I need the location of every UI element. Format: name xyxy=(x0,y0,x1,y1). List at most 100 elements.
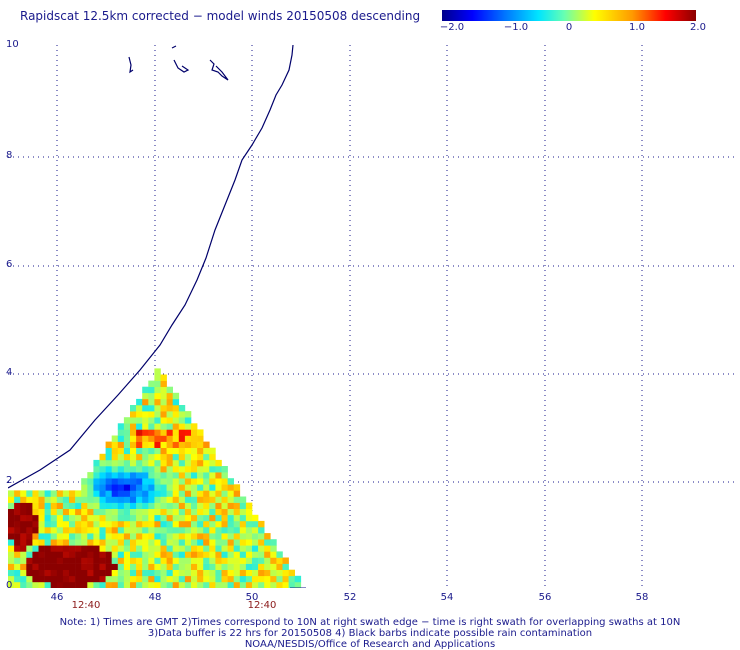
swath-cell xyxy=(123,496,131,503)
swath-cell xyxy=(56,520,64,528)
swath-cell xyxy=(26,563,33,570)
swath-cell xyxy=(14,563,21,570)
swath-cell xyxy=(56,563,64,570)
swath-cell xyxy=(8,551,15,558)
swath-cell xyxy=(233,490,241,497)
swath-cell xyxy=(142,423,149,430)
swath-cell xyxy=(136,563,143,570)
swath-cell xyxy=(239,508,247,516)
swath-cell xyxy=(160,405,167,412)
swath-cell xyxy=(282,557,289,564)
swath-cell xyxy=(197,520,204,528)
swath-cell xyxy=(191,545,198,552)
swath-cell xyxy=(166,569,173,577)
swath-cell xyxy=(160,551,167,558)
swath-cell xyxy=(148,520,155,528)
swath-cell xyxy=(172,539,180,546)
swath-cell xyxy=(154,551,161,558)
swath-cell xyxy=(93,520,100,528)
swath-cell xyxy=(160,539,167,546)
swath-cell xyxy=(105,472,112,479)
swath-cell xyxy=(160,441,167,448)
swath-cell xyxy=(197,508,204,516)
swath-cell xyxy=(93,527,100,534)
swath-cell xyxy=(203,551,210,558)
swath-cell xyxy=(294,575,302,583)
swath-cell xyxy=(264,551,271,558)
swath-cell xyxy=(117,502,125,509)
swath-cell xyxy=(136,557,143,564)
swath-cell xyxy=(123,545,131,552)
swath-cell xyxy=(239,557,247,564)
swath-cell xyxy=(142,441,149,448)
swath-cell xyxy=(191,447,198,455)
swath-cell xyxy=(136,508,143,516)
swath-cell xyxy=(87,569,94,577)
swath-cell xyxy=(148,563,155,570)
swath-cell xyxy=(81,563,88,570)
swath-cell xyxy=(62,539,70,546)
swath-cell xyxy=(20,490,27,497)
swath-cell xyxy=(203,514,210,522)
swath-cell xyxy=(258,557,265,564)
swath-cell xyxy=(111,533,119,540)
swath-cell xyxy=(99,472,106,479)
swath-cell xyxy=(172,508,180,516)
swath-cell xyxy=(178,575,186,583)
swath-cell xyxy=(288,569,295,577)
swath-cell xyxy=(130,466,137,473)
swath-cell xyxy=(117,533,125,540)
swath-cell xyxy=(221,520,228,528)
swath-cell xyxy=(75,514,82,522)
swath-cell xyxy=(93,490,100,497)
swath-cell xyxy=(160,423,167,430)
swath-cell xyxy=(136,405,143,412)
swath-cell xyxy=(8,563,15,570)
footnote-line-3: NOAA/NESDIS/Office of Research and Appli… xyxy=(244,639,496,650)
swath-cell xyxy=(26,569,33,577)
swath-cell xyxy=(166,490,173,497)
swath-cell xyxy=(178,551,186,558)
swath-cell xyxy=(20,575,27,583)
swath-cell xyxy=(148,581,155,588)
swath-cell xyxy=(142,569,149,577)
swath-cell xyxy=(191,496,198,503)
swath-cell xyxy=(197,478,204,485)
swath-cell xyxy=(38,539,45,546)
swath-cell xyxy=(136,527,143,534)
swath-cell xyxy=(178,459,186,467)
swath-cell xyxy=(239,563,247,570)
swath-cell xyxy=(50,545,58,552)
swath-cell xyxy=(197,447,204,455)
swath-cell xyxy=(32,575,39,583)
swath-cell xyxy=(32,496,39,503)
swath-cell xyxy=(136,520,143,528)
swath-cell xyxy=(245,514,253,522)
swath-cell xyxy=(50,508,58,516)
swath-cell xyxy=(154,466,161,473)
swath-cell xyxy=(117,484,125,491)
swath-cell xyxy=(160,429,167,436)
swath-cell xyxy=(239,575,247,583)
swath-cell xyxy=(245,545,253,552)
swath-cell xyxy=(136,533,143,540)
swath-cell xyxy=(154,581,161,588)
swath-cell xyxy=(105,484,112,491)
swath-cell xyxy=(184,466,192,473)
swath-cell xyxy=(26,520,33,528)
swath-cell xyxy=(233,557,241,564)
swath-cell xyxy=(111,569,119,577)
swath-cell xyxy=(105,514,112,522)
swath-cell xyxy=(93,581,100,588)
swath-cell xyxy=(69,551,76,558)
swath-cell xyxy=(123,575,131,583)
swath-cell xyxy=(20,563,27,570)
swath-cell xyxy=(69,508,76,516)
swath-cell xyxy=(26,514,33,522)
swath-cell xyxy=(99,514,106,522)
swath-cell xyxy=(117,520,125,528)
swath-cell xyxy=(99,484,106,491)
swath-cell xyxy=(215,496,222,503)
swath-cell xyxy=(227,527,234,534)
swath-cell xyxy=(178,411,186,418)
